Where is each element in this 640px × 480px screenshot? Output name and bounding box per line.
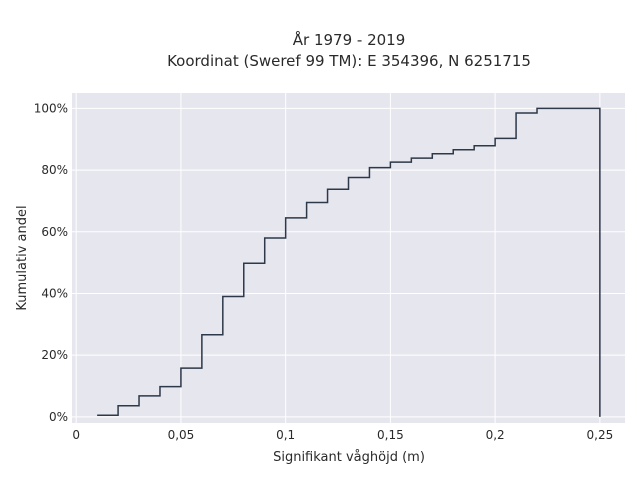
y-tick-label: 80% [41,163,68,177]
y-tick-labels: 0% 20% 40% 60% 80% 100% [34,101,68,423]
y-tick-label: 20% [41,348,68,362]
y-gridlines [72,107,625,418]
x-axis-label: Signifikant våghöjd (m) [273,450,425,465]
y-tick-label: 40% [41,286,68,300]
y-tick-label: 100% [34,101,68,115]
x-tick-label: 0,2 [486,428,505,442]
x-tick-label: 0,15 [377,428,404,442]
x-tick-label: 0,25 [587,428,614,442]
chart-title-line1: År 1979 - 2019 [293,30,406,49]
y-tick-label: 0% [49,410,68,424]
x-tick-labels: 0 0,05 0,1 0,15 0,2 0,25 [72,428,613,442]
plot-area [72,93,625,423]
cumulative-step-line [97,107,601,417]
x-tick-label: 0,05 [168,428,195,442]
series-group [97,107,601,417]
y-tick-label: 60% [41,225,68,239]
y-axis-label: Kumulativ andel [15,205,30,310]
x-tick-label: 0 [72,428,80,442]
chart-title-line2: Koordinat (Sweref 99 TM): E 354396, N 62… [167,52,531,70]
x-tick-label: 0,1 [276,428,295,442]
